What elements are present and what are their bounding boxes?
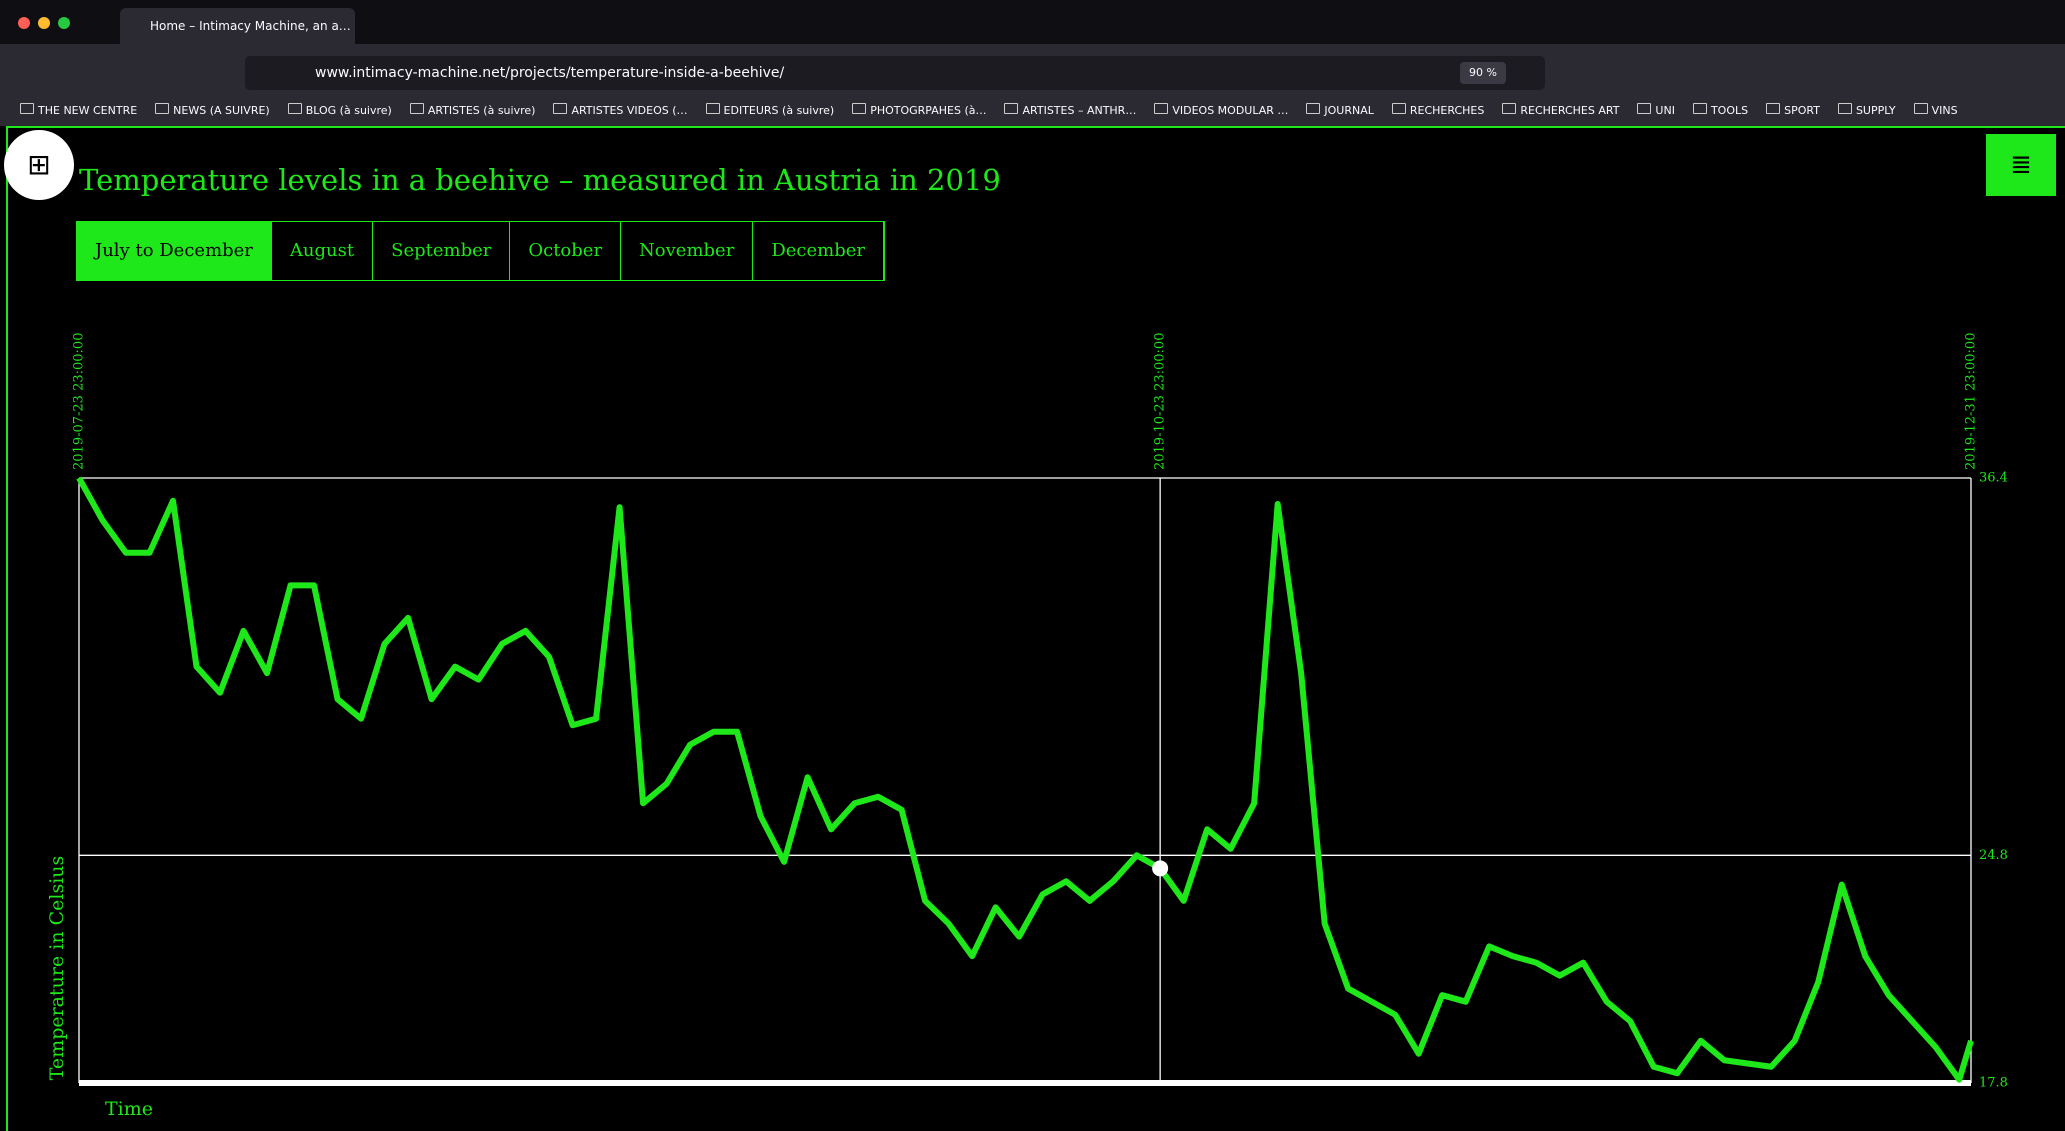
bookmark[interactable]: UNI <box>1637 96 1675 126</box>
viewport <box>6 126 2065 1131</box>
bookmark[interactable]: RECHERCHES <box>1392 96 1484 126</box>
period-tab[interactable]: August <box>272 222 374 280</box>
bookmark[interactable]: NEWS (A SUIVRE) <box>155 96 270 126</box>
y-tick-label: 36.4 <box>1979 471 2008 486</box>
bookmark[interactable]: EDITEURS (à suivre) <box>706 96 835 126</box>
zoom-level[interactable]: 90 % <box>1460 62 1506 84</box>
bookmark[interactable]: VIDEOS MODULAR … <box>1154 96 1288 126</box>
x-tick-label: 2019-10-23 23:00:00 <box>1153 333 1168 470</box>
bookmark[interactable]: JOURNAL <box>1306 96 1373 126</box>
y-axis-label: Temperature in Celsius <box>46 856 68 1081</box>
bookmark[interactable]: PHOTOGRPAHES (à… <box>852 96 986 126</box>
bookmark[interactable]: ARTISTES (à suivre) <box>410 96 536 126</box>
hover-point <box>1152 860 1169 877</box>
bookmarks-bar: THE NEW CENTRE NEWS (A SUIVRE) BLOG (à sui… <box>0 96 2065 126</box>
period-tab[interactable]: December <box>753 222 884 280</box>
bookmark[interactable]: BLOG (à suivre) <box>288 96 392 126</box>
y-tick-label: 17.8 <box>1979 1076 2008 1091</box>
x-axis-label: Time <box>105 1098 153 1120</box>
y-tick-label: 24.8 <box>1979 848 2008 863</box>
period-tab[interactable]: July to December <box>77 222 272 280</box>
menu-button[interactable]: ≣ <box>1986 134 2056 196</box>
url-bar[interactable]: www.intimacy-machine.net/projects/temper… <box>245 56 1545 90</box>
temperature-line <box>76 476 1974 1083</box>
bookmark[interactable]: ARTISTES VIDEOS (… <box>553 96 687 126</box>
period-tab[interactable]: November <box>621 222 754 280</box>
period-tabs: July to December August September October No… <box>76 221 885 281</box>
bookmark[interactable]: TOOLS <box>1693 96 1748 126</box>
bookmark[interactable]: SPORT <box>1766 96 1820 126</box>
bookmark[interactable]: ARTISTES – ANTHR… <box>1004 96 1136 126</box>
window-controls[interactable] <box>18 16 78 30</box>
period-tab[interactable]: October <box>510 222 622 280</box>
bookmark[interactable]: THE NEW CENTRE <box>20 96 137 126</box>
x-tick-label: 2019-07-23 23:00:00 <box>72 333 87 470</box>
bookmark[interactable]: SUPPLY <box>1838 96 1896 126</box>
bookmark[interactable]: VINS <box>1914 96 1958 126</box>
chart: Temperature levels in a beehive – measur… <box>46 163 2008 1120</box>
grid-button[interactable]: ⊞ <box>4 130 74 200</box>
chart-title: Temperature levels in a beehive – measur… <box>79 163 1001 197</box>
period-tab[interactable]: September <box>373 222 511 280</box>
x-tick-label: 2019-12-31 23:00:00 <box>1964 333 1979 470</box>
browser-tab[interactable]: Home – Intimacy Machine, an a… <box>120 8 355 44</box>
bookmark[interactable]: RECHERCHES ART <box>1502 96 1619 126</box>
